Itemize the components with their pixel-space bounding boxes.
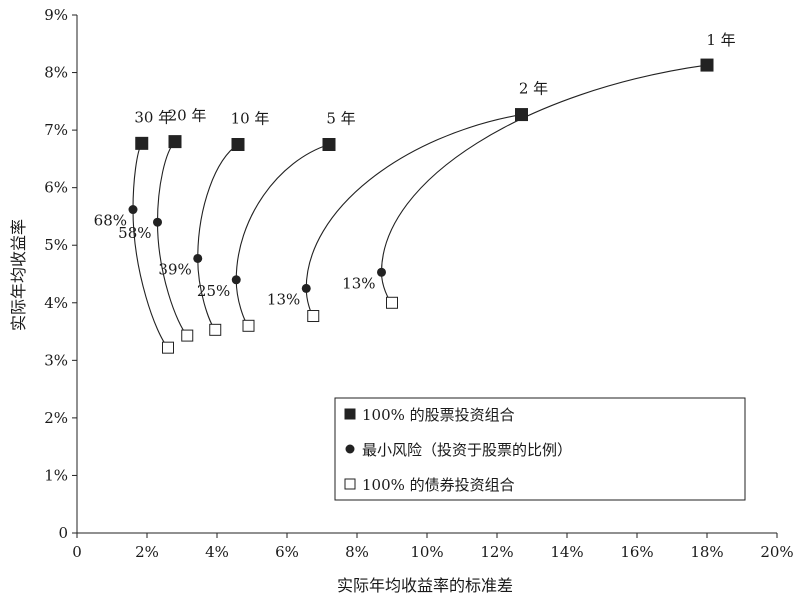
legend-bonds-label: 100% 的债券投资组合 (362, 476, 515, 494)
bonds-point (386, 296, 398, 309)
y-tick-label: 4% (44, 294, 68, 312)
min-risk-pct-label: 13% (267, 290, 300, 308)
min-risk-point (128, 205, 138, 215)
min-risk-point (153, 217, 162, 227)
stocks-point (135, 136, 149, 150)
horizon-label: 2 年 (519, 80, 548, 98)
y-tick-label: 6% (44, 179, 68, 197)
y-tick-label: 7% (44, 121, 68, 139)
x-tick-label: 10% (410, 543, 443, 561)
stocks-point (168, 135, 182, 149)
min-risk-point (377, 267, 386, 277)
legend-minrisk-label: 最小风险（投资于股票的比例） (362, 441, 572, 459)
x-tick-label: 2% (135, 543, 159, 561)
y-axis-title: 实际年均收益率 (9, 219, 28, 331)
legend-box (334, 397, 746, 501)
x-tick-label: 8% (345, 543, 369, 561)
legend-stocks-label: 100% 的股票投资组合 (362, 406, 515, 424)
y-tick-label: 9% (44, 6, 68, 24)
frontier-curve (132, 143, 169, 349)
x-axis-title: 实际年均收益率的标准差 (337, 576, 513, 595)
stocks-point (515, 108, 528, 122)
y-tick-label: 5% (44, 236, 68, 254)
y-tick-label: 1% (44, 466, 68, 484)
min-risk-point (301, 283, 311, 293)
axes: 0 2% 4% 6% 8% 10% 12% 14% 16% 18% 20% 0 1% 2% 3% 4% 5% 6%… (44, 6, 793, 561)
min-risk-pct-label: 25% (197, 282, 230, 300)
x-tick-label: 16% (620, 543, 653, 561)
legend: 100% 的股票投资组合 最小风险（投资于股票的比例） 100% 的债券投资组合 (334, 397, 746, 501)
data-labels: 1 年 13% 2 年 13% 5 年 25% 10 年 39% 20 年 58% 30 年 68% (94, 31, 736, 308)
min-risk-pct-label: 58% (118, 224, 151, 242)
frontier-curve (380, 64, 708, 304)
horizon-label: 1 年 (706, 31, 735, 49)
legend-minrisk-marker (345, 444, 355, 454)
frontier-curve (235, 143, 330, 327)
data-markers (128, 58, 714, 354)
x-tick-label: 12% (480, 543, 513, 561)
horizon-label: 20 年 (168, 107, 207, 125)
legend-bonds-marker (344, 478, 356, 490)
y-tick-label: 2% (44, 409, 68, 427)
horizon-label: 30 年 (134, 108, 173, 126)
min-risk-pct-label: 13% (342, 274, 375, 292)
x-tick-label: 6% (275, 543, 299, 561)
frontier-curve (156, 141, 188, 336)
frontier-curves (132, 64, 708, 349)
x-tick-label: 0 (72, 543, 82, 561)
min-risk-point (193, 253, 203, 263)
min-risk-pct-label: 39% (158, 260, 191, 278)
bonds-point (181, 329, 194, 342)
horizon-label: 5 年 (326, 110, 355, 128)
stocks-point (231, 138, 245, 151)
bonds-point (307, 310, 320, 323)
y-tick-label: 3% (44, 351, 68, 369)
x-tick-label: 4% (205, 543, 229, 561)
horizon-label: 10 年 (231, 110, 270, 128)
min-risk-pct-label: 68% (94, 212, 127, 230)
stocks-point (700, 58, 714, 72)
bonds-point (209, 323, 222, 336)
legend-stocks-marker (344, 408, 356, 420)
x-tick-label: 18% (690, 543, 723, 561)
x-tick-label: 20% (760, 543, 793, 561)
stocks-point (322, 138, 336, 151)
frontier-curve (197, 144, 239, 331)
frontier-curve (305, 114, 522, 317)
min-risk-point (231, 275, 241, 285)
x-tick-label: 14% (550, 543, 583, 561)
y-tick-label: 0 (58, 524, 68, 542)
y-tick-label: 8% (44, 64, 68, 82)
bonds-point (162, 341, 174, 354)
bonds-point (242, 319, 255, 332)
